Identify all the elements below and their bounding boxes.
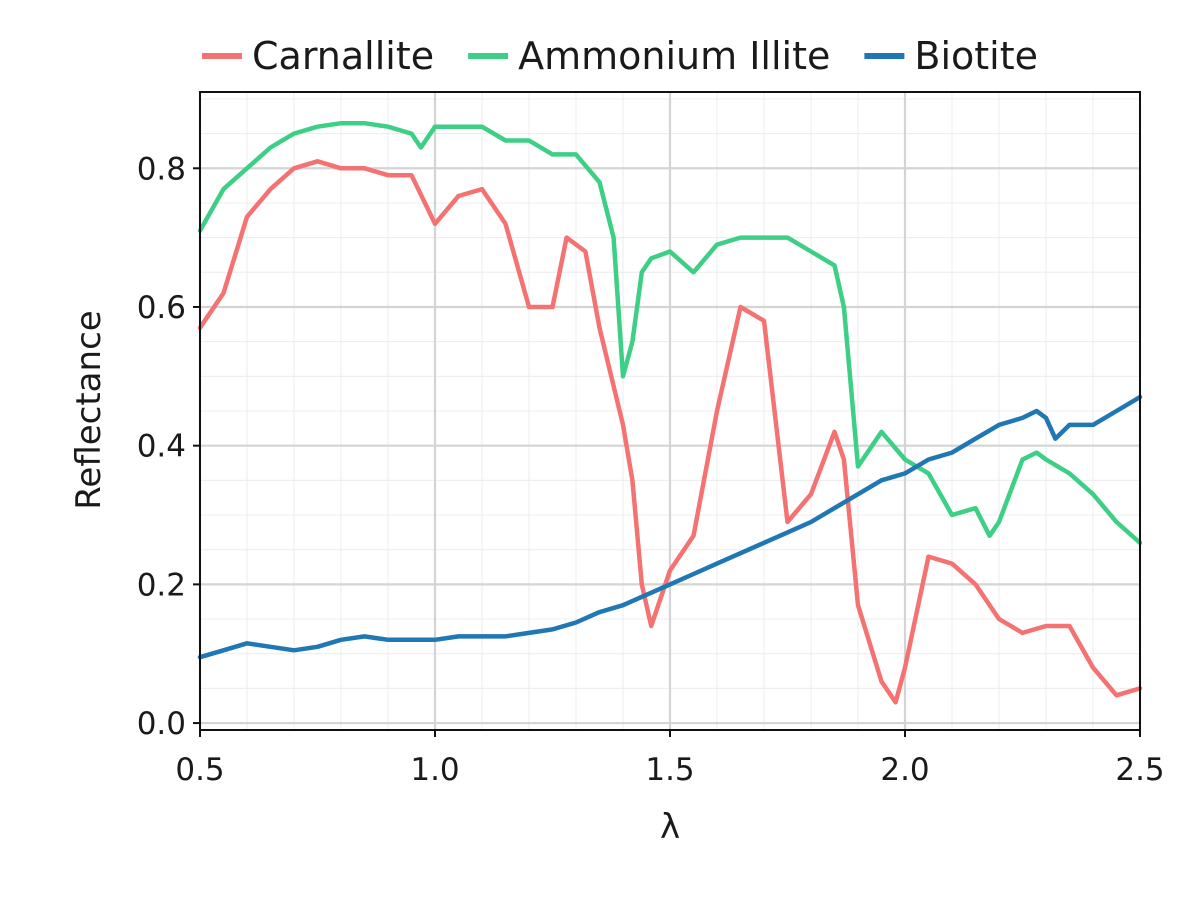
y-axis-label: Reflectance xyxy=(69,310,109,509)
legend-item-carnallite: Carnallite xyxy=(202,34,434,78)
x-axis-ticks: 0.5 1.0 1.5 2.0 2.5 xyxy=(175,730,1165,788)
legend-label: Ammonium Illite xyxy=(518,34,830,78)
x-tick-label: 2.0 xyxy=(880,752,929,788)
series-line-ammonium-illite xyxy=(197,120,1143,546)
x-tick-label: 2.5 xyxy=(1115,752,1164,788)
legend-item-biotite: Biotite xyxy=(864,34,1038,78)
y-tick-label: 0.8 xyxy=(137,151,186,187)
y-tick-label: 0.0 xyxy=(137,706,186,742)
legend: Carnallite Ammonium Illite Biotite xyxy=(202,34,1038,78)
y-tick-label: 0.4 xyxy=(137,429,186,465)
y-tick-label: 0.2 xyxy=(137,567,186,603)
legend-item-ammonium-illite: Ammonium Illite xyxy=(468,34,830,78)
y-tick-label: 0.6 xyxy=(137,290,186,326)
series-line-biotite xyxy=(197,394,1143,660)
legend-label: Biotite xyxy=(914,34,1038,78)
x-axis-label: λ xyxy=(660,807,680,847)
x-tick-label: 1.5 xyxy=(645,752,694,788)
y-axis-ticks: 0.0 0.2 0.4 0.6 0.8 xyxy=(137,151,200,742)
x-tick-label: 1.0 xyxy=(410,752,459,788)
series-layer xyxy=(197,120,1143,705)
legend-label: Carnallite xyxy=(252,34,434,78)
x-tick-label: 0.5 xyxy=(175,752,224,788)
series-line-carnallite xyxy=(197,159,1143,705)
